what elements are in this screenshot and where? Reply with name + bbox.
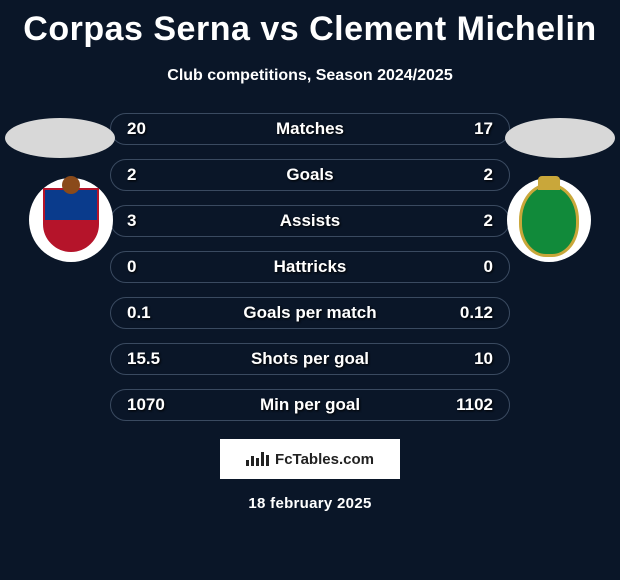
- footer-date: 18 february 2025: [0, 495, 620, 512]
- stat-right-value: 2: [433, 211, 493, 231]
- stat-left-value: 15.5: [127, 349, 187, 369]
- player-photo-left: [5, 118, 115, 158]
- player-photo-right: [505, 118, 615, 158]
- source-label: FcTables.com: [275, 451, 374, 468]
- page-title: Corpas Serna vs Clement Michelin: [0, 0, 620, 49]
- stat-label: Matches: [187, 119, 433, 139]
- stat-row: 0.1 Goals per match 0.12: [110, 297, 510, 329]
- stat-label: Min per goal: [187, 395, 433, 415]
- subtitle: Club competitions, Season 2024/2025: [0, 67, 620, 85]
- stat-right-value: 0: [433, 257, 493, 277]
- stat-left-value: 3: [127, 211, 187, 231]
- stat-left-value: 0: [127, 257, 187, 277]
- racing-crest-icon: [519, 183, 579, 257]
- stat-label: Shots per goal: [187, 349, 433, 369]
- stat-right-value: 17: [433, 119, 493, 139]
- stat-row: 1070 Min per goal 1102: [110, 389, 510, 421]
- club-badge-right: [507, 178, 591, 262]
- stat-label: Hattricks: [187, 257, 433, 277]
- stat-right-value: 0.12: [433, 303, 493, 323]
- stat-row: 15.5 Shots per goal 10: [110, 343, 510, 375]
- stat-right-value: 2: [433, 165, 493, 185]
- source-badge: FcTables.com: [220, 439, 400, 479]
- stat-row: 0 Hattricks 0: [110, 251, 510, 283]
- stat-label: Goals per match: [187, 303, 433, 323]
- stat-label: Goals: [187, 165, 433, 185]
- stat-row: 3 Assists 2: [110, 205, 510, 237]
- stat-left-value: 0.1: [127, 303, 187, 323]
- eibar-crest-icon: [43, 188, 99, 252]
- stat-right-value: 10: [433, 349, 493, 369]
- stat-right-value: 1102: [433, 395, 493, 415]
- stat-row: 20 Matches 17: [110, 113, 510, 145]
- club-badge-left: [29, 178, 113, 262]
- stat-left-value: 20: [127, 119, 187, 139]
- stat-row: 2 Goals 2: [110, 159, 510, 191]
- stat-left-value: 2: [127, 165, 187, 185]
- stats-table: 20 Matches 17 2 Goals 2 3 Assists 2 0 Ha…: [110, 113, 510, 421]
- bar-chart-icon: [246, 452, 269, 466]
- stat-label: Assists: [187, 211, 433, 231]
- stat-left-value: 1070: [127, 395, 187, 415]
